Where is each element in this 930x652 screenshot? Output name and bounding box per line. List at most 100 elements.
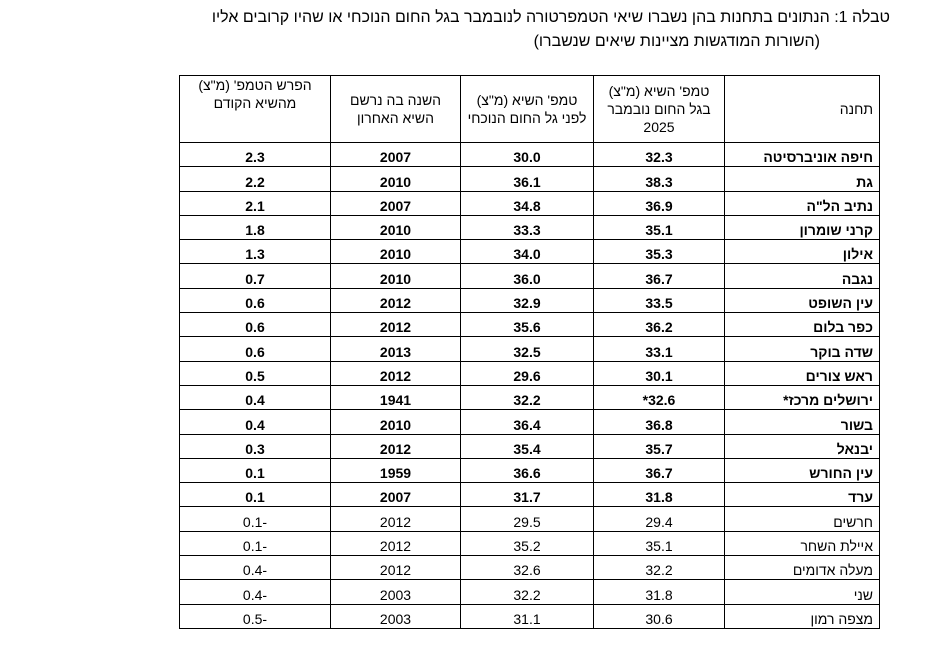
value-cell: 35.2 bbox=[460, 530, 594, 557]
value-cell: 35.1 bbox=[593, 530, 725, 557]
value-cell: 36.7 bbox=[593, 263, 725, 289]
value-cell: 1.8 bbox=[179, 214, 331, 241]
value-cell: 2012 bbox=[330, 287, 461, 314]
table-row: יבנאל 35.7 35.4 2012 0.3 bbox=[179, 433, 880, 459]
value-cell: 31.1 bbox=[460, 603, 594, 629]
value-cell: 34.0 bbox=[460, 239, 594, 265]
value-cell: 36.0 bbox=[460, 263, 594, 289]
value-cell: 32.3 bbox=[593, 141, 725, 168]
value-cell: 32.2 bbox=[460, 384, 594, 411]
station-cell: גת bbox=[724, 166, 880, 192]
value-cell: -0.1 bbox=[179, 506, 331, 532]
title-block: טבלה 1: הנתונים בתחנות בהן נשברו שיאי הט… bbox=[212, 6, 890, 54]
column-header: תחנה bbox=[724, 75, 880, 143]
value-cell: 38.3 bbox=[593, 166, 725, 192]
table-row: אילון 35.3 34.0 2010 1.3 bbox=[179, 239, 880, 265]
value-cell: 2010 bbox=[330, 409, 461, 435]
value-cell: 2.3 bbox=[179, 141, 331, 168]
value-cell: 35.7 bbox=[593, 433, 725, 459]
value-cell: 2012 bbox=[330, 433, 461, 459]
value-cell: 1959 bbox=[330, 457, 461, 484]
table-row: מעלה אדומים 32.2 32.6 2012 -0.4 bbox=[179, 555, 880, 581]
records-table: תחנה טמפ' השיא (מ"צ) בגל החום נובמבר 2025… bbox=[179, 75, 880, 629]
station-cell: עין השופט bbox=[724, 287, 880, 314]
value-cell: 0.7 bbox=[179, 263, 331, 289]
column-header: טמפ' השיא (מ"צ) לפני גל החום הנוכחי bbox=[460, 75, 594, 143]
value-cell: 1.3 bbox=[179, 239, 331, 265]
station-cell: כפר בלום bbox=[724, 312, 880, 338]
table-row: עין השופט 33.5 32.9 2012 0.6 bbox=[179, 287, 880, 314]
table-row: ראש צורים 30.1 29.6 2012 0.5 bbox=[179, 360, 880, 386]
value-cell: 29.6 bbox=[460, 360, 594, 386]
station-cell: ירושלים מרכז* bbox=[724, 384, 880, 411]
table-row: כפר בלום 36.2 35.6 2012 0.6 bbox=[179, 312, 880, 338]
value-cell: 31.8 bbox=[593, 579, 725, 605]
value-cell: 29.5 bbox=[460, 506, 594, 532]
value-cell: 2007 bbox=[330, 190, 461, 216]
station-cell: שדה בוקר bbox=[724, 336, 880, 362]
value-cell: 32.2 bbox=[593, 555, 725, 581]
value-cell: 2.1 bbox=[179, 190, 331, 216]
station-cell: איילת השחר bbox=[724, 530, 880, 557]
value-cell: 0.1 bbox=[179, 457, 331, 484]
value-cell: 2012 bbox=[330, 312, 461, 338]
station-cell: אילון bbox=[724, 239, 880, 265]
value-cell: 31.7 bbox=[460, 482, 594, 508]
value-cell: 2007 bbox=[330, 482, 461, 508]
value-cell: 32.2 bbox=[460, 579, 594, 605]
value-cell: 36.2 bbox=[593, 312, 725, 338]
table-row: שני 31.8 32.2 2003 -0.4 bbox=[179, 579, 880, 605]
value-cell: 33.5 bbox=[593, 287, 725, 314]
value-cell: 2003 bbox=[330, 603, 461, 629]
value-cell: 2003 bbox=[330, 579, 461, 605]
value-cell: 36.1 bbox=[460, 166, 594, 192]
value-cell: 0.6 bbox=[179, 336, 331, 362]
station-cell: חיפה אוניברסיטה bbox=[724, 141, 880, 168]
value-cell: 0.6 bbox=[179, 287, 331, 314]
station-cell: מצפה רמון bbox=[724, 603, 880, 629]
title: טבלה 1: הנתונים בתחנות בהן נשברו שיאי הט… bbox=[211, 9, 890, 26]
value-cell: 33.1 bbox=[593, 336, 725, 362]
value-cell: 36.8 bbox=[593, 409, 725, 435]
column-header: השנה בה נרשם השיא האחרון bbox=[330, 75, 461, 143]
subtitle: (השורות המודגשות מציינות שיאים שנשברו) bbox=[533, 33, 820, 50]
station-cell: קרני שומרון bbox=[724, 214, 880, 241]
column-header: הפרש הטמפ' (מ"צ) מהשיא הקודם bbox=[179, 75, 331, 143]
table-row: איילת השחר 35.1 35.2 2012 -0.1 bbox=[179, 530, 880, 557]
value-cell: -0.4 bbox=[179, 555, 331, 581]
value-cell: 32.6* bbox=[593, 384, 725, 411]
value-cell: 2010 bbox=[330, 166, 461, 192]
value-cell: 32.9 bbox=[460, 287, 594, 314]
table-row: שדה בוקר 33.1 32.5 2013 0.6 bbox=[179, 336, 880, 362]
value-cell: 33.3 bbox=[460, 214, 594, 241]
station-cell: חרשים bbox=[724, 506, 880, 532]
value-cell: -0.5 bbox=[179, 603, 331, 629]
value-cell: 35.1 bbox=[593, 214, 725, 241]
value-cell: 0.3 bbox=[179, 433, 331, 459]
value-cell: 2012 bbox=[330, 530, 461, 557]
value-cell: -0.1 bbox=[179, 530, 331, 557]
value-cell: 2013 bbox=[330, 336, 461, 362]
value-cell: 2007 bbox=[330, 141, 461, 168]
value-cell: 0.4 bbox=[179, 409, 331, 435]
table-row: נגבה 36.7 36.0 2010 0.7 bbox=[179, 263, 880, 289]
value-cell: 36.9 bbox=[593, 190, 725, 216]
value-cell: 36.4 bbox=[460, 409, 594, 435]
value-cell: 0.1 bbox=[179, 482, 331, 508]
value-cell: -0.4 bbox=[179, 579, 331, 605]
value-cell: 32.5 bbox=[460, 336, 594, 362]
value-cell: 0.6 bbox=[179, 312, 331, 338]
table-row: קרני שומרון 35.1 33.3 2010 1.8 bbox=[179, 214, 880, 241]
value-cell: 2.2 bbox=[179, 166, 331, 192]
table-row: נתיב הל"ה 36.9 34.8 2007 2.1 bbox=[179, 190, 880, 216]
station-cell: עין החורש bbox=[724, 457, 880, 484]
value-cell: 2012 bbox=[330, 555, 461, 581]
value-cell: 34.8 bbox=[460, 190, 594, 216]
value-cell: 30.1 bbox=[593, 360, 725, 386]
header-row: תחנה טמפ' השיא (מ"צ) בגל החום נובמבר 2025… bbox=[179, 75, 880, 143]
column-header: טמפ' השיא (מ"צ) בגל החום נובמבר 2025 bbox=[593, 75, 725, 143]
table-row: עין החורש 36.7 36.6 1959 0.1 bbox=[179, 457, 880, 484]
table-row: גת 38.3 36.1 2010 2.2 bbox=[179, 166, 880, 192]
